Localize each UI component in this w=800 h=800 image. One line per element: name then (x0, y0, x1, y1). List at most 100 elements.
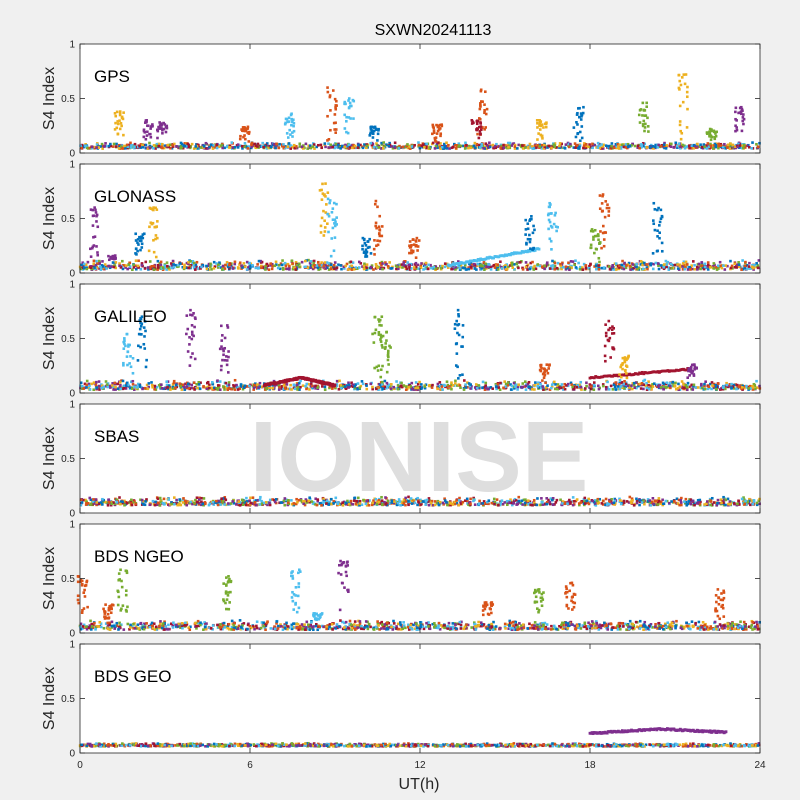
data-point (110, 384, 114, 387)
data-point (333, 236, 337, 239)
data-point (179, 147, 182, 150)
data-point (467, 382, 471, 385)
data-point (714, 383, 718, 387)
data-point (618, 266, 621, 269)
data-point (127, 343, 130, 347)
data-point (553, 387, 557, 391)
data-point (243, 384, 247, 388)
data-point (738, 144, 742, 147)
data-point (548, 363, 551, 367)
data-point (432, 265, 436, 269)
data-point (241, 387, 245, 391)
data-point (196, 386, 199, 390)
data-point (479, 264, 482, 267)
data-point (329, 263, 333, 267)
data-point (598, 194, 602, 197)
data-point (687, 369, 690, 373)
data-point (321, 192, 325, 195)
data-point (334, 220, 337, 224)
data-point (643, 268, 646, 271)
data-point (97, 384, 101, 388)
data-point (378, 267, 382, 271)
data-point (191, 333, 194, 336)
data-point (370, 129, 374, 132)
data-point (656, 208, 659, 212)
data-point (338, 379, 341, 383)
data-point (495, 498, 499, 501)
data-point (215, 262, 218, 265)
data-point (349, 144, 353, 148)
data-point (466, 499, 469, 503)
data-point (139, 239, 143, 242)
data-point (209, 265, 212, 268)
data-point (120, 124, 123, 128)
data-point (197, 383, 201, 386)
data-point (384, 261, 387, 264)
data-point (321, 182, 324, 186)
data-point (484, 384, 487, 387)
data-point (378, 234, 382, 238)
data-point (333, 218, 337, 222)
data-point (224, 385, 227, 389)
data-point (195, 383, 198, 386)
data-point (193, 357, 197, 361)
data-point (569, 381, 573, 385)
data-point (162, 127, 166, 131)
data-point (345, 119, 348, 123)
data-point (128, 265, 132, 268)
data-point (682, 73, 686, 76)
data-point (245, 145, 249, 149)
data-point (287, 143, 290, 147)
data-point (261, 141, 264, 145)
data-point (101, 503, 104, 506)
data-point (555, 229, 558, 233)
data-point (522, 147, 525, 150)
data-point (152, 264, 156, 268)
data-point (374, 224, 377, 228)
data-point (681, 100, 685, 104)
data-point (366, 502, 369, 505)
data-point (645, 263, 648, 266)
data-point (91, 224, 95, 227)
data-point (654, 261, 658, 265)
data-point (406, 143, 409, 146)
data-point (250, 143, 253, 147)
data-point (104, 384, 108, 388)
data-point (735, 383, 739, 387)
data-point (677, 73, 681, 77)
data-point (206, 147, 210, 150)
data-point (124, 384, 128, 387)
data-point (633, 265, 637, 269)
data-point (420, 387, 423, 390)
data-point (118, 127, 122, 131)
data-point (564, 268, 568, 271)
data-point (164, 130, 168, 134)
data-point (135, 253, 138, 256)
data-point (206, 380, 210, 384)
data-point (435, 123, 438, 127)
data-point (655, 249, 659, 253)
data-point (612, 326, 616, 330)
data-point (685, 385, 689, 389)
data-point (671, 384, 675, 388)
data-point (493, 266, 497, 269)
data-point (289, 144, 292, 147)
data-point (716, 264, 720, 268)
y-tick-label: 0.5 (61, 94, 75, 105)
data-point (129, 365, 133, 369)
data-point (511, 142, 515, 146)
data-point (289, 383, 292, 387)
data-point (137, 344, 140, 348)
data-point (80, 143, 84, 147)
data-point (482, 261, 486, 264)
data-point (621, 373, 624, 377)
data-point (380, 263, 383, 267)
data-point (114, 388, 117, 391)
data-point (275, 142, 278, 146)
data-point (361, 244, 364, 248)
data-point (677, 498, 681, 502)
data-point (436, 125, 440, 129)
data-point (349, 260, 353, 264)
data-point (530, 145, 534, 148)
data-point (624, 381, 628, 384)
